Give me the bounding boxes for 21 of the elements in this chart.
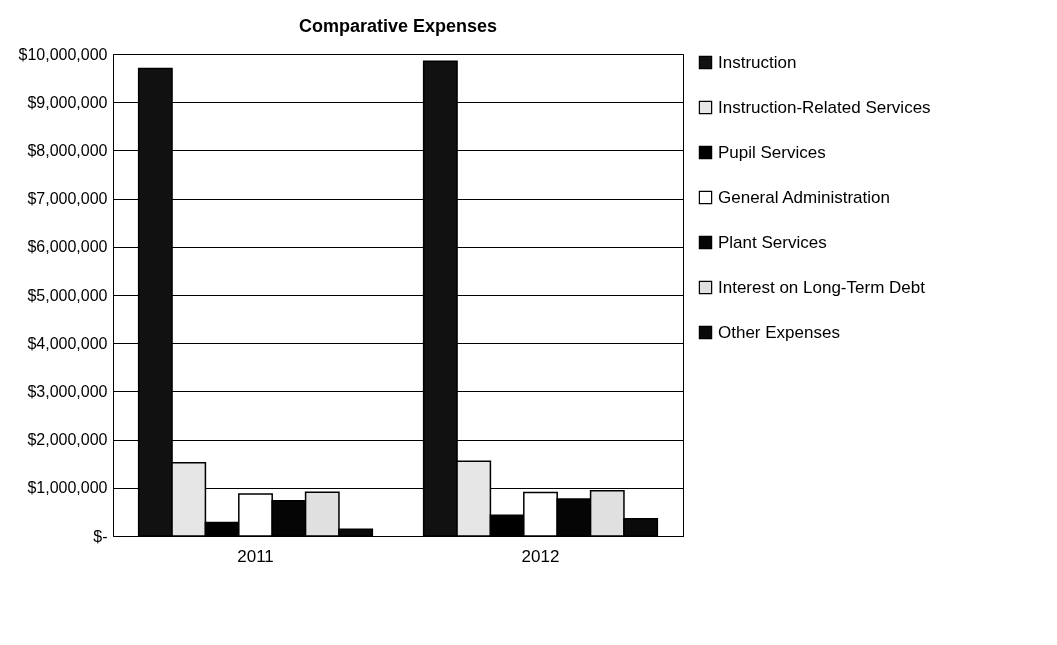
y-tick-label: $3,000,000 — [27, 382, 108, 400]
x-tick-label: 2012 — [521, 546, 560, 566]
y-tick-label: $6,000,000 — [27, 238, 108, 256]
y-tick-label: $- — [93, 527, 108, 545]
y-tick-label: $5,000,000 — [27, 286, 108, 304]
legend-label: Interest on Long-Term Debt — [718, 277, 926, 297]
legend-label: Instruction — [718, 52, 797, 72]
y-tick-label: $9,000,000 — [27, 93, 108, 111]
legend-label: Instruction-Related Services — [718, 97, 931, 117]
chart-title: Comparative Expenses — [298, 16, 498, 36]
y-tick-label: $1,000,000 — [27, 479, 108, 497]
y-tick-label: $2,000,000 — [27, 431, 108, 449]
legend-label: Other Expenses — [718, 322, 840, 342]
legend-label: General Administration — [718, 187, 890, 207]
y-tick-label: $10,000,000 — [18, 45, 108, 63]
y-tick-label: $8,000,000 — [27, 141, 108, 159]
legend-label: Pupil Services — [718, 142, 826, 162]
y-tick-label: $4,000,000 — [27, 334, 108, 352]
legend-label: Plant Services — [718, 232, 827, 252]
x-tick-label: 2011 — [237, 546, 274, 566]
y-tick-label: $7,000,000 — [27, 190, 108, 208]
